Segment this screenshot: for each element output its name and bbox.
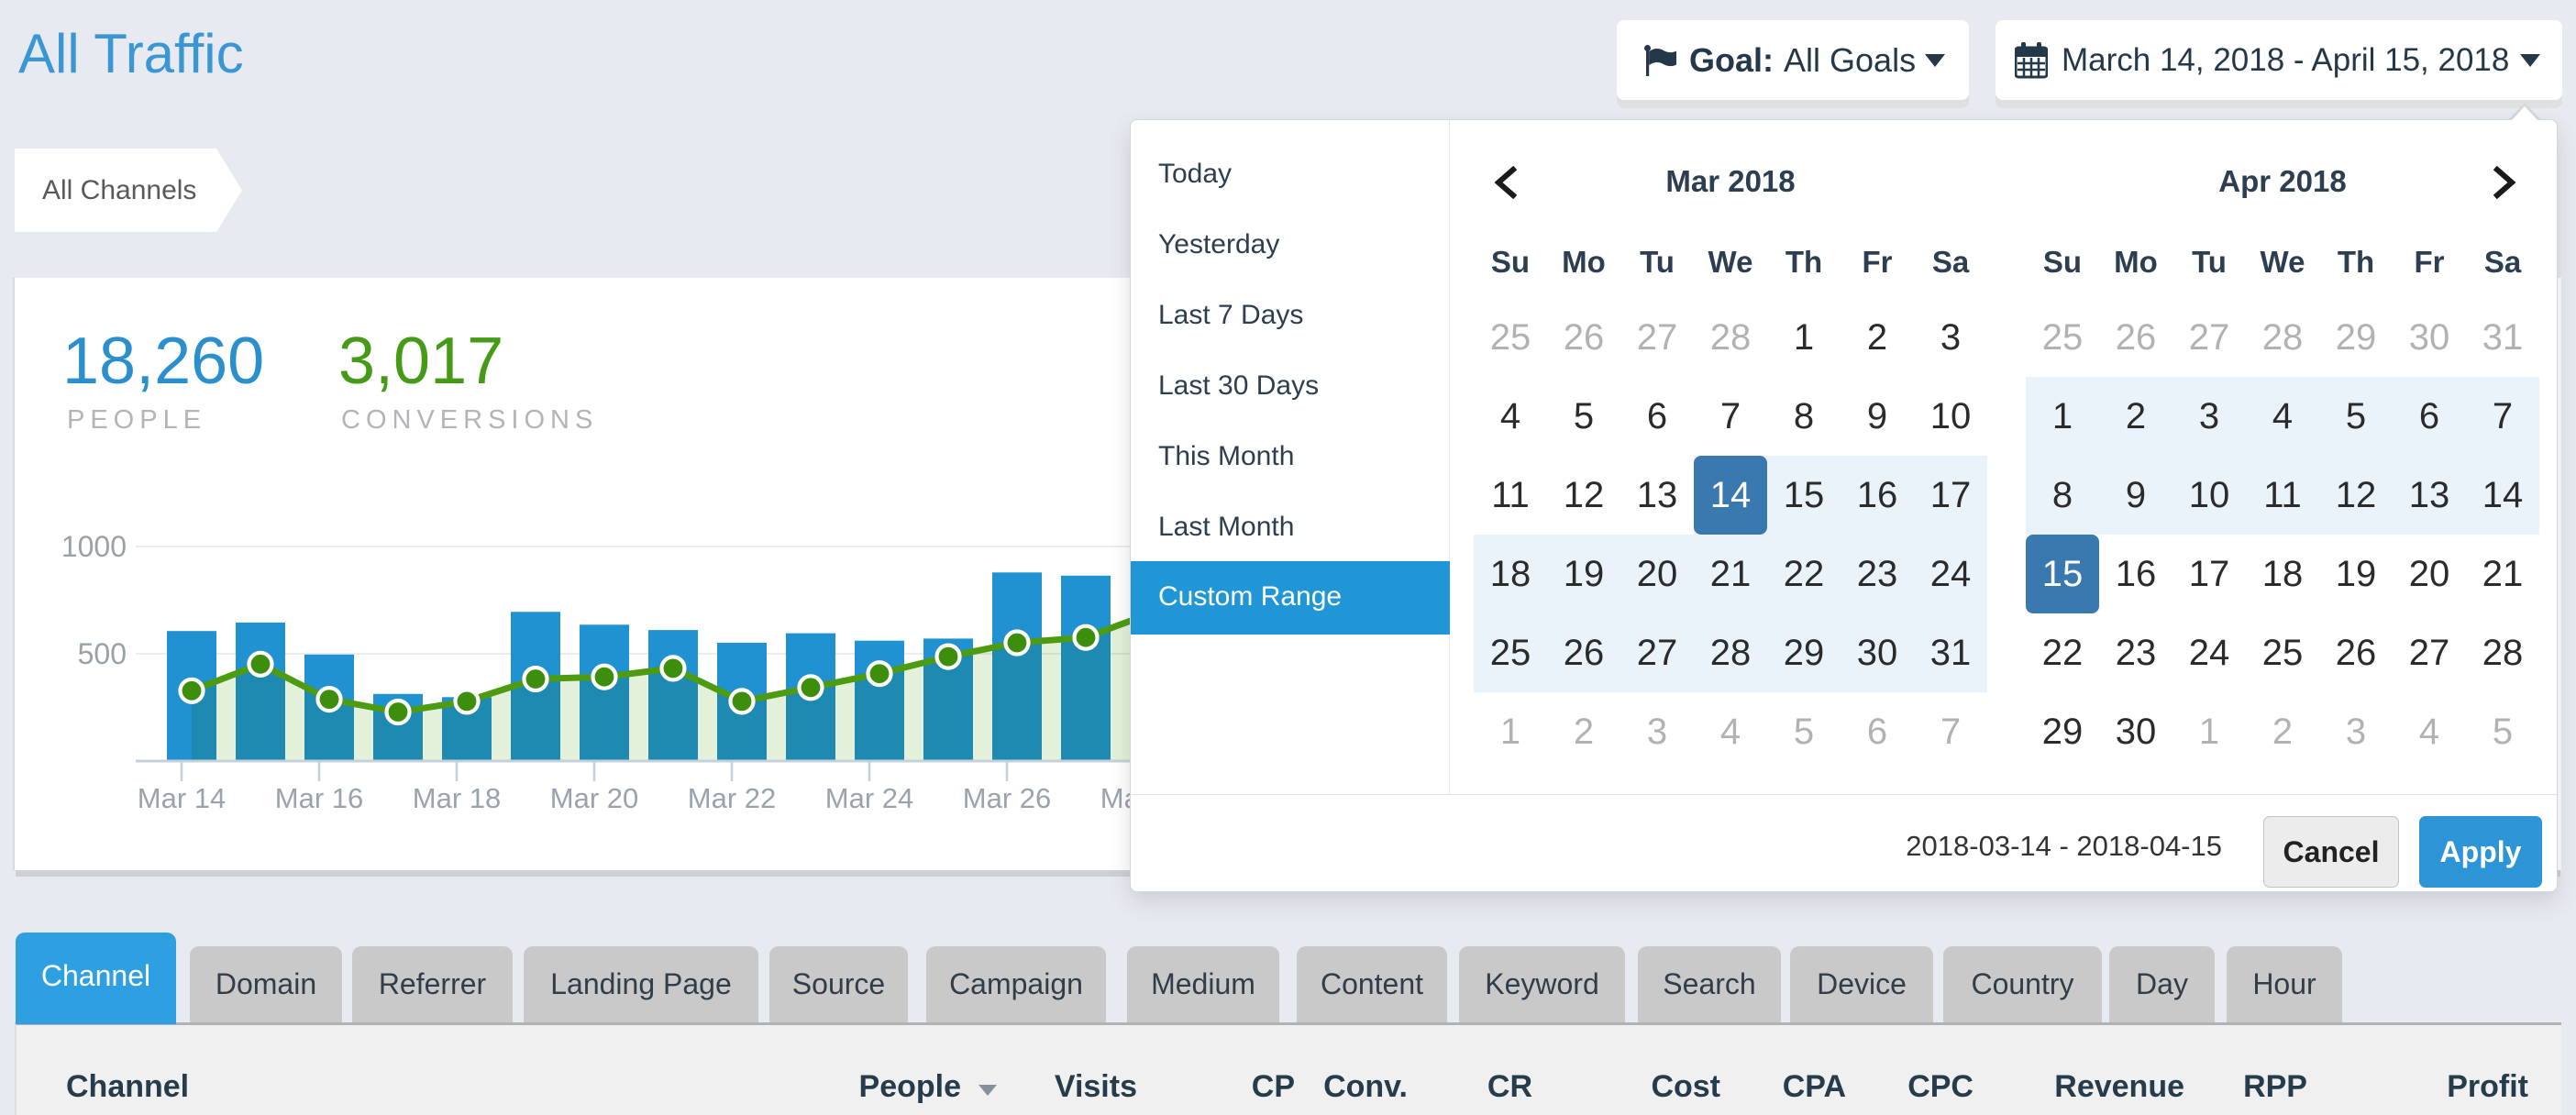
svg-text:Mar 24: Mar 24 [825, 782, 913, 814]
svg-text:Mar 20: Mar 20 [550, 782, 638, 814]
svg-text:Mar 26: Mar 26 [963, 782, 1051, 814]
svg-text:1000: 1000 [61, 530, 127, 563]
svg-text:500: 500 [78, 637, 127, 670]
svg-text:Mar 16: Mar 16 [275, 782, 363, 814]
svg-text:Mar 22: Mar 22 [688, 782, 776, 814]
svg-text:Mar 14: Mar 14 [138, 782, 226, 814]
svg-text:Mar 18: Mar 18 [413, 782, 501, 814]
